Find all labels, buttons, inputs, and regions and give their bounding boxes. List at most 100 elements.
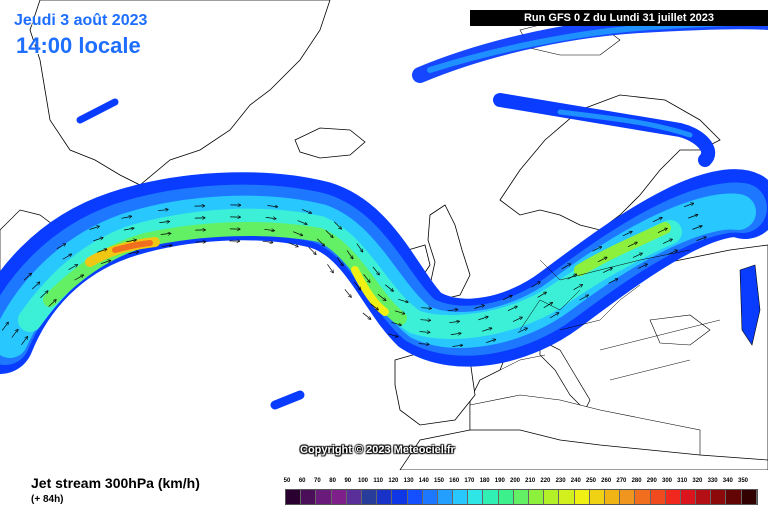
legend-swatch xyxy=(468,490,484,504)
wind-arrow xyxy=(56,244,66,250)
color-scale-legend: 50 60 70 80 90 100 110 120 130 140 150 160 170 180 190… xyxy=(283,478,758,508)
wind-arrow xyxy=(297,220,307,225)
legend-label: 330 xyxy=(707,478,718,484)
wind-arrow xyxy=(97,249,106,253)
legend-swatch xyxy=(696,490,712,504)
legend-label: 320 xyxy=(692,478,703,484)
wind-arrow xyxy=(372,266,379,275)
wind-arrow xyxy=(637,264,647,269)
wind-arrow xyxy=(292,231,302,236)
legend-swatch xyxy=(316,490,332,504)
legend-label: 70 xyxy=(314,478,321,484)
wind-arrow xyxy=(370,303,378,310)
legend-swatch xyxy=(377,490,393,504)
wind-arrow xyxy=(160,233,171,234)
wind-arrow xyxy=(162,245,172,246)
legend-swatch xyxy=(589,490,605,504)
product-title: Jet stream 300hPa (km/h) xyxy=(31,475,200,491)
wind-arrow xyxy=(159,221,169,222)
legend-label: 140 xyxy=(418,478,429,484)
wind-arrow xyxy=(123,228,134,231)
wind-arrow xyxy=(333,221,341,229)
legend-label: 110 xyxy=(373,478,384,484)
wind-arrow xyxy=(652,218,662,223)
country-borders xyxy=(499,249,721,381)
wind-arrow xyxy=(502,296,512,301)
wind-arrow xyxy=(608,279,618,284)
legend-swatch xyxy=(346,490,362,504)
legend-swatch xyxy=(331,490,347,504)
wind-arrow xyxy=(507,306,517,311)
legend-label: 50 xyxy=(283,478,291,484)
legend-swatch xyxy=(711,490,727,504)
legend-swatch xyxy=(483,490,499,504)
wind-arrow xyxy=(262,241,273,242)
wind-arrow xyxy=(449,321,459,322)
wind-arrow xyxy=(450,333,461,334)
wind-arrow xyxy=(579,295,589,301)
legend-label: 210 xyxy=(525,478,536,484)
wind-arrow xyxy=(592,247,601,252)
wind-arrow xyxy=(89,226,99,230)
wind-arrow xyxy=(128,252,139,254)
legend-label: 130 xyxy=(403,478,414,484)
wind-arrow xyxy=(308,246,316,254)
wind-arrow xyxy=(100,260,110,264)
wind-arrow xyxy=(573,285,583,290)
wind-arrow xyxy=(537,292,547,298)
legend-label: 270 xyxy=(616,478,627,484)
wind-arrow xyxy=(267,205,277,206)
wind-arrow xyxy=(683,203,693,208)
wind-arrow xyxy=(696,237,706,241)
wind-arrow xyxy=(419,332,430,333)
legend-labels: 50 60 70 80 90 100 110 120 130 140 150 160 170 180 190… xyxy=(283,478,753,488)
wind-arrow xyxy=(420,320,430,321)
legend-swatch xyxy=(422,490,438,504)
north-africa-coast xyxy=(399,429,768,470)
wind-arrow xyxy=(398,298,408,302)
legend-swatch xyxy=(544,490,560,504)
wind-arrow xyxy=(48,300,56,307)
legend-label: 230 xyxy=(555,478,566,484)
caspian-sea xyxy=(739,264,761,346)
wind-arrow xyxy=(688,215,697,219)
wind-arrow xyxy=(512,317,522,322)
wind-arrow xyxy=(549,313,559,319)
wind-arrow xyxy=(40,291,47,299)
wind-arrow xyxy=(385,284,393,291)
legend-label: 120 xyxy=(388,478,399,484)
copyright-notice: Copyright © 2023 Meteociel.fr xyxy=(300,444,455,456)
wind-arrow xyxy=(517,328,527,333)
wind-arrow xyxy=(377,293,386,300)
legend-swatch xyxy=(513,490,529,504)
legend-label: 280 xyxy=(631,478,642,484)
legend-label: 220 xyxy=(540,478,551,484)
atlantic-jet-streak xyxy=(270,390,305,410)
wind-arrow xyxy=(597,257,607,263)
model-run-info: Run GFS 0 Z du Lundi 31 juillet 2023 xyxy=(470,10,768,26)
wind-arrow xyxy=(74,275,84,281)
wind-arrow xyxy=(68,265,78,270)
legend-label: 310 xyxy=(677,478,688,484)
wind-arrow xyxy=(23,273,31,281)
wind-arrow xyxy=(265,217,276,218)
wind-arrow xyxy=(62,254,72,260)
legend-label: 100 xyxy=(357,478,369,484)
legend-label: 60 xyxy=(298,478,306,484)
forecast-date: Jeudi 3 août 2023 xyxy=(14,12,148,29)
wind-arrow xyxy=(543,303,553,309)
wind-arrow xyxy=(632,253,642,258)
wind-arrow xyxy=(485,339,495,343)
greenland-landmass xyxy=(29,0,331,186)
british-isles xyxy=(427,204,471,301)
wind-arrow xyxy=(482,328,491,332)
legend-swatch xyxy=(741,490,757,504)
wind-arrow xyxy=(344,289,351,297)
wind-arrow xyxy=(387,333,398,337)
scandinavian-jet-core xyxy=(557,109,693,138)
forecast-time: 14:00 locale xyxy=(16,33,141,58)
legend-swatch xyxy=(529,490,545,504)
wind-arrow xyxy=(121,216,132,219)
wind-arrow xyxy=(531,282,540,288)
wind-arrow xyxy=(603,268,612,273)
